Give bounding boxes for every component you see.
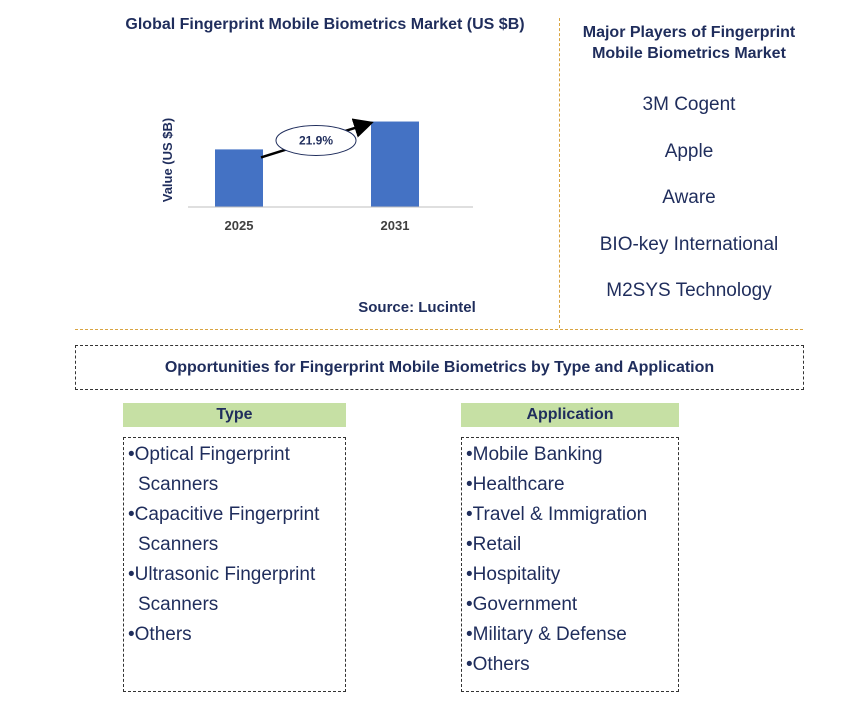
application-item: Others <box>466 650 674 680</box>
player-item: BIO-key International <box>599 233 779 255</box>
player-item: M2SYS Technology <box>606 280 772 301</box>
type-header: Type <box>123 403 346 427</box>
application-item: Government <box>466 590 674 620</box>
player-item: 3M Cogent <box>642 94 736 115</box>
type-item: Ultrasonic Fingerprint Scanners <box>128 560 341 620</box>
player-item: Aware <box>662 187 716 208</box>
application-item: Healthcare <box>466 470 674 500</box>
application-item: Retail <box>466 530 674 560</box>
cagr-label: 21.9% <box>299 133 333 147</box>
player-item: Apple <box>664 140 714 162</box>
vertical-divider <box>559 18 560 328</box>
y-axis-label: Value (US $B) <box>160 118 175 203</box>
application-list: Mobile Banking Healthcare Travel & Immig… <box>461 437 679 692</box>
application-item: Mobile Banking <box>466 440 674 470</box>
type-item: Optical Fingerprint Scanners <box>128 440 341 500</box>
type-item: Capacitive Fingerprint Scanners <box>128 500 341 560</box>
x-tick-label: 2025 <box>225 218 254 233</box>
application-item: Hospitality <box>466 560 674 590</box>
bar-chart: Value (US $B) 2025 2031 21.9% <box>160 118 473 233</box>
source-label: Source: Lucintel <box>358 299 476 316</box>
application-item: Military & Defense <box>466 620 674 650</box>
horizontal-divider <box>75 329 803 330</box>
players-list: 3M Cogent Apple Aware BIO-key Internatio… <box>565 90 813 323</box>
opportunities-title: Opportunities for Fingerprint Mobile Bio… <box>75 345 804 390</box>
type-item: Others <box>128 620 341 650</box>
cagr-ellipse <box>275 124 357 156</box>
chart-title: Global Fingerprint Mobile Biometrics Mar… <box>125 16 525 33</box>
bar-2031 <box>371 121 419 207</box>
type-list: Optical Fingerprint Scanners Capacitive … <box>123 437 346 692</box>
x-tick-label: 2031 <box>381 218 410 233</box>
bar-2025 <box>215 149 263 207</box>
application-item: Travel & Immigration <box>466 500 674 530</box>
application-header: Application <box>461 403 679 427</box>
players-title: Major Players of Fingerprint Mobile Biom… <box>582 24 796 62</box>
